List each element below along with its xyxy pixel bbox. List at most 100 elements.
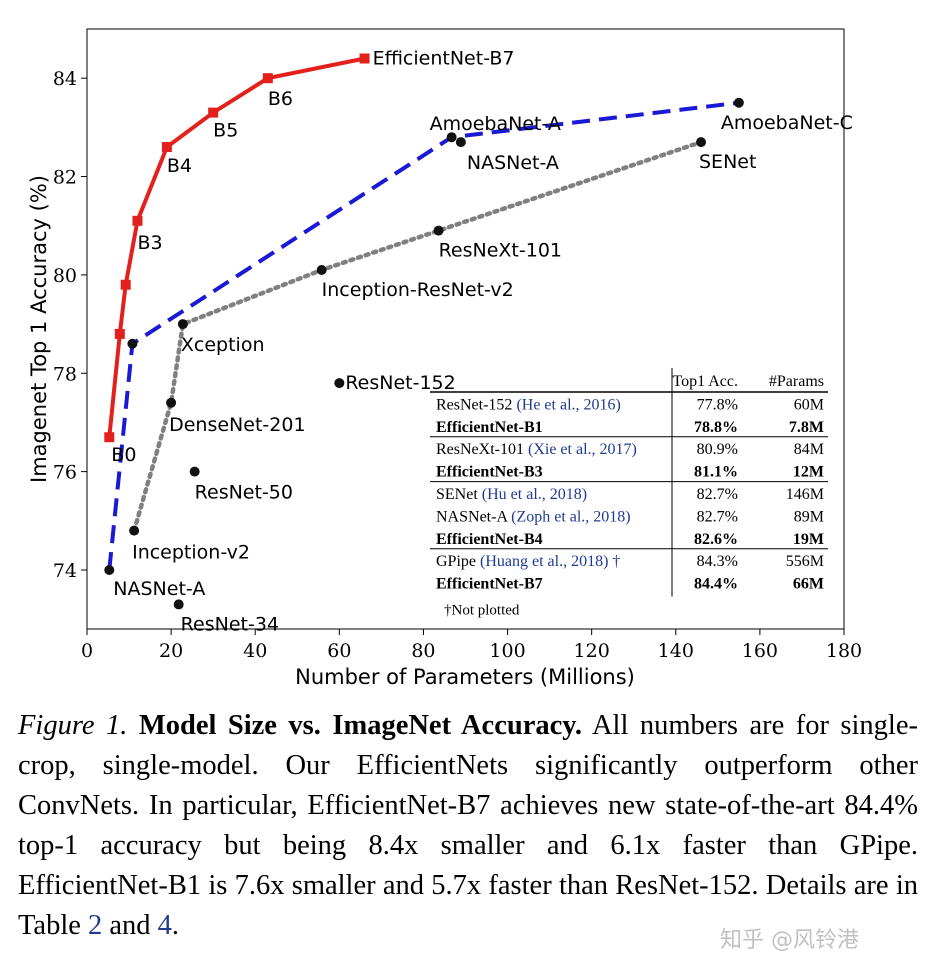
table-row-name: EfficientNet-B7 (436, 576, 543, 593)
table-header-params: #Params (769, 373, 824, 390)
data-point-square (104, 432, 115, 443)
caption-text: All numbers are for single-crop, single-… (18, 710, 918, 941)
data-point-square (359, 53, 370, 64)
data-point-dot (316, 264, 327, 275)
table-header-acc: Top1 Acc. (672, 373, 738, 390)
x-tick-label: 80 (411, 640, 435, 662)
x-tick-label: 60 (327, 640, 351, 662)
y-tick-label: 80 (53, 265, 77, 287)
table-row-name: SENet (Hu et al., 2018) (436, 486, 587, 503)
data-point-dot (189, 466, 200, 477)
table-row-acc: 78.8% (694, 419, 738, 436)
table-ref-link[interactable]: 2 (88, 910, 103, 941)
data-point-dot (177, 319, 188, 330)
data-point-square (208, 107, 219, 118)
caption-lead: Figure 1. (18, 710, 128, 741)
table-row-name: EfficientNet-B4 (436, 531, 543, 548)
comparison-table: Top1 Acc. #Params ResNet-152 (He et al., 2… (430, 368, 828, 619)
caption-text: . (171, 910, 180, 941)
point-label: SENet (699, 151, 756, 173)
data-point-dot (129, 525, 140, 536)
table-row-params: 60M (794, 396, 824, 413)
point-label: B6 (268, 88, 293, 110)
watermark: 知乎 @风铃港 (720, 928, 859, 953)
scatter-chart: 0 20 40 60 80 100 120 140 160 180 74 76 78 80 82 84 B0… (27, 28, 862, 689)
y-tick-label: 74 (53, 560, 77, 582)
point-label: B3 (137, 232, 162, 254)
table-row-name: EfficientNet-B3 (436, 464, 543, 481)
x-tick-label: 100 (489, 640, 525, 662)
data-point-square (114, 328, 125, 339)
table-row-cite[interactable]: (He et al., 2016) (512, 396, 620, 413)
data-point-dot (166, 397, 177, 408)
point-label: B5 (213, 120, 238, 142)
figure-caption: Figure 1. Model Size vs. ImageNet Accura… (18, 706, 918, 946)
table-row-acc: 82.7% (697, 486, 738, 503)
point-label: ResNet-34 (181, 613, 279, 635)
point-label: ResNet-50 (195, 482, 293, 504)
y-axis-label: Imagenet Top 1 Accuracy (%) (27, 175, 51, 483)
point-label: AmoebaNet-A (430, 113, 561, 135)
point-label: Xception (181, 334, 265, 356)
table-row-params: 19M (793, 531, 824, 548)
x-tick-label: 140 (658, 640, 694, 662)
table-row-acc: 81.1% (694, 464, 738, 481)
table-row-acc: 80.9% (697, 441, 738, 458)
table-row-name: NASNet-A (Zoph et al., 2018) (436, 508, 631, 525)
table-row-acc: 77.8% (697, 396, 738, 413)
caption-title: Model Size vs. ImageNet Accuracy. (138, 710, 583, 741)
point-label: DenseNet-201 (169, 414, 305, 436)
y-tick-label: 82 (53, 167, 77, 189)
table-row-params: 146M (786, 486, 824, 503)
point-label: B4 (167, 155, 192, 177)
caption-text: and (102, 910, 158, 941)
data-point-square (161, 142, 172, 153)
table-row-cite[interactable]: (Zoph et al., 2018) (507, 508, 631, 525)
data-point-dot (173, 599, 184, 610)
table-row-params: 12M (793, 464, 824, 481)
table-row-cite[interactable]: (Xie et al., 2017) (524, 441, 637, 458)
point-label: NASNet-A (467, 152, 559, 174)
data-point-dot (127, 338, 138, 349)
x-tick-label: 180 (826, 640, 862, 662)
data-point-square (132, 215, 143, 226)
data-point-dot (455, 137, 466, 148)
table-row-cite[interactable]: (Hu et al., 2018) (478, 486, 587, 503)
x-tick-label: 120 (574, 640, 610, 662)
table-row-params: 556M (786, 553, 824, 570)
point-label: EfficientNet-B7 (373, 48, 515, 70)
data-point-dot (334, 378, 345, 389)
data-point-dot (696, 137, 707, 148)
table-row-name: ResNeXt-101 (Xie et al., 2017) (436, 441, 637, 458)
table-row-cite[interactable]: (Huang et al., 2018) † (476, 553, 620, 570)
x-tick-label: 160 (742, 640, 778, 662)
point-label: NASNet-A (113, 578, 205, 600)
point-label: B0 (111, 444, 136, 466)
x-tick-label: 20 (159, 640, 183, 662)
plot-area (86, 28, 845, 630)
series-lines (107, 56, 740, 571)
table-ref-link[interactable]: 4 (157, 910, 172, 941)
data-point-dot (104, 564, 115, 575)
point-label: ResNeXt-101 (439, 240, 562, 262)
table-row-acc: 84.4% (694, 576, 738, 593)
series-points (104, 53, 744, 610)
table-row-params: 66M (793, 576, 824, 593)
y-tick-label: 84 (53, 68, 77, 90)
table-row-acc: 84.3% (697, 553, 738, 570)
data-point-square (120, 279, 131, 290)
x-axis-ticks: 0 20 40 60 80 100 120 140 160 180 (81, 629, 862, 662)
table-row-acc: 82.6% (694, 531, 738, 548)
x-tick-label: 40 (243, 640, 267, 662)
table-row-params: 7.8M (789, 419, 824, 436)
series-line-dotted (131, 139, 704, 533)
table-row-params: 89M (794, 508, 824, 525)
x-tick-label: 0 (81, 640, 93, 662)
table-row-name: ResNet-152 (He et al., 2016) (436, 396, 621, 413)
y-tick-label: 78 (53, 363, 77, 385)
point-label: AmoebaNet-C (721, 112, 853, 134)
table-row-acc: 82.7% (697, 508, 738, 525)
y-axis-ticks: 74 76 78 80 82 84 (53, 68, 87, 582)
table-row-params: 84M (794, 441, 824, 458)
data-point-square (262, 73, 273, 84)
